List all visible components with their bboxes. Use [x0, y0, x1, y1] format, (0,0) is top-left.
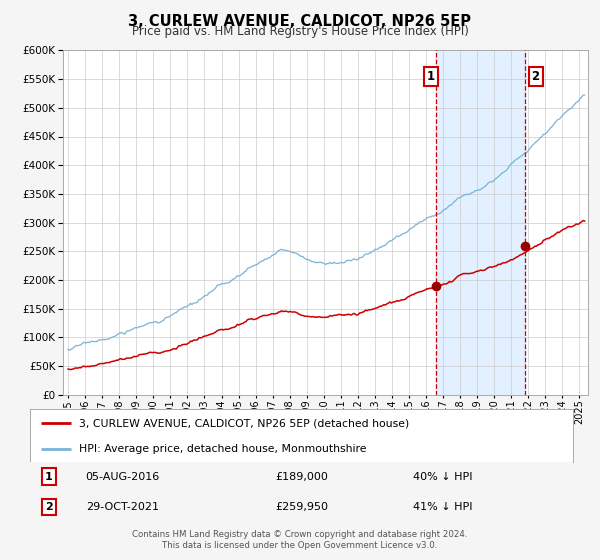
Bar [436, 50, 526, 395]
Text: £189,000: £189,000 [275, 472, 328, 482]
Text: Contains HM Land Registry data © Crown copyright and database right 2024.: Contains HM Land Registry data © Crown c… [132, 530, 468, 539]
Text: 1: 1 [427, 70, 435, 83]
Text: This data is licensed under the Open Government Licence v3.0.: This data is licensed under the Open Gov… [163, 541, 437, 550]
Text: 2: 2 [532, 70, 540, 83]
Text: 2: 2 [45, 502, 53, 512]
Text: 3, CURLEW AVENUE, CALDICOT, NP26 5EP (detached house): 3, CURLEW AVENUE, CALDICOT, NP26 5EP (de… [79, 418, 409, 428]
Text: 05-AUG-2016: 05-AUG-2016 [85, 472, 160, 482]
Text: 3, CURLEW AVENUE, CALDICOT, NP26 5EP: 3, CURLEW AVENUE, CALDICOT, NP26 5EP [128, 14, 472, 29]
Text: 29-OCT-2021: 29-OCT-2021 [86, 502, 159, 512]
Text: £259,950: £259,950 [275, 502, 328, 512]
Text: HPI: Average price, detached house, Monmouthshire: HPI: Average price, detached house, Monm… [79, 444, 367, 454]
Text: Price paid vs. HM Land Registry's House Price Index (HPI): Price paid vs. HM Land Registry's House … [131, 25, 469, 38]
Text: 1: 1 [45, 472, 53, 482]
Text: 41% ↓ HPI: 41% ↓ HPI [413, 502, 472, 512]
Text: 40% ↓ HPI: 40% ↓ HPI [413, 472, 472, 482]
